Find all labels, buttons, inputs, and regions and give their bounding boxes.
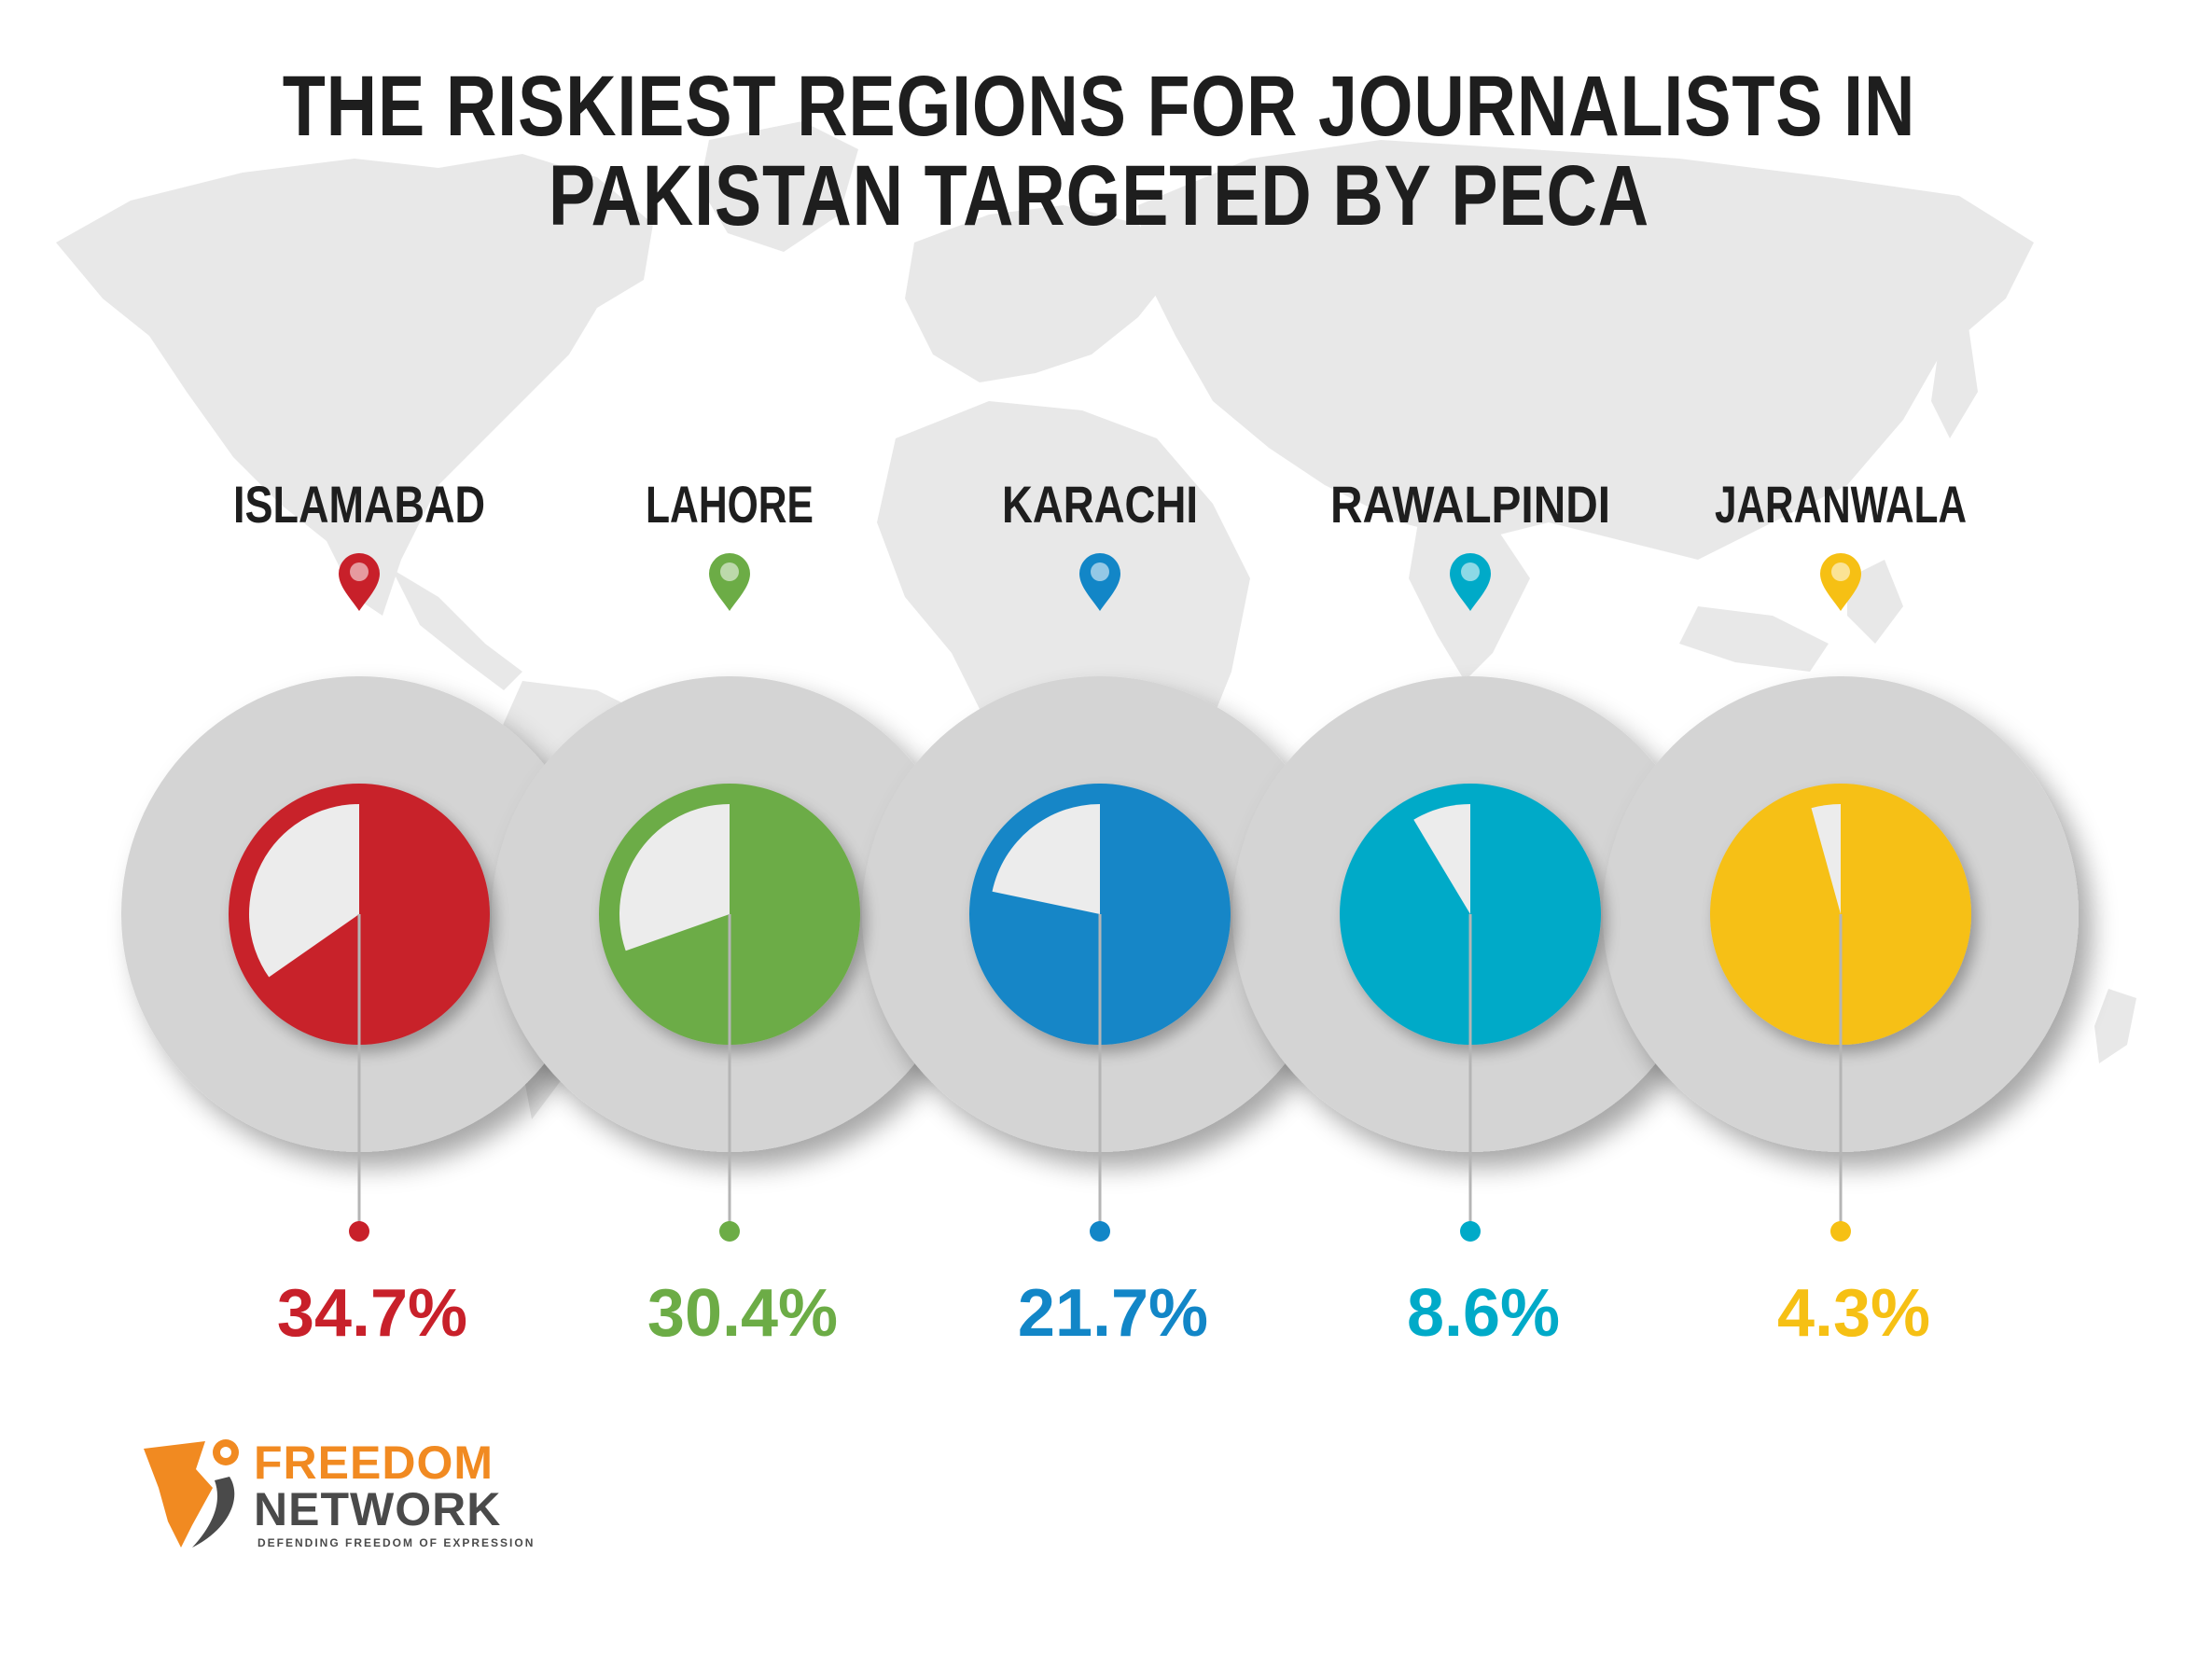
city-label-jaranwala: JARANWALA bbox=[1715, 475, 1967, 534]
map-pin-center bbox=[350, 562, 369, 581]
map-pin-body bbox=[339, 553, 380, 611]
leader-dot-karachi bbox=[1090, 1221, 1110, 1242]
chart-title: THE RISKIEST REGIONS FOR JOURNALISTS IN … bbox=[198, 62, 2000, 241]
map-pin-body bbox=[1079, 553, 1120, 611]
freedom-network-logo-mark-icon bbox=[144, 1439, 239, 1548]
chart-title-line-2: PAKISTAN TARGETED BY PECA bbox=[548, 148, 1650, 243]
percentage-label-islamabad: 34.7% bbox=[277, 1276, 467, 1351]
city-label-lahore: LAHORE bbox=[646, 475, 814, 534]
map-pin-center bbox=[1461, 562, 1480, 581]
map-pin-body bbox=[1820, 553, 1861, 611]
pie-slice-rawalpindi bbox=[1413, 803, 1470, 914]
logo-word-freedom: FREEDOM bbox=[254, 1437, 494, 1489]
map-pin-icon bbox=[1820, 553, 1861, 611]
logo-tagline: DEFENDING FREEDOM OF EXPRESSION bbox=[257, 1536, 536, 1549]
map-pin-icon bbox=[339, 553, 380, 611]
map-pin-icon bbox=[1079, 553, 1120, 611]
pie-slice-lahore bbox=[619, 804, 730, 951]
leader-dot-islamabad bbox=[349, 1221, 369, 1242]
leader-dot-jaranwala bbox=[1830, 1221, 1851, 1242]
chart-title-line-1: THE RISKIEST REGIONS FOR JOURNALISTS IN bbox=[282, 59, 1916, 154]
pie-slice-karachi bbox=[992, 804, 1100, 914]
percentage-label-karachi: 21.7% bbox=[1018, 1276, 1208, 1351]
leader-dot-lahore bbox=[719, 1221, 740, 1242]
map-pin-body bbox=[1450, 553, 1491, 611]
map-pin-body bbox=[709, 553, 750, 611]
leader-dot-rawalpindi bbox=[1460, 1221, 1481, 1242]
map-pin-icon bbox=[1450, 553, 1491, 611]
city-label-islamabad: ISLAMABAD bbox=[233, 475, 485, 534]
percentage-label-lahore: 30.4% bbox=[647, 1276, 838, 1351]
city-label-rawalpindi: RAWALPINDI bbox=[1330, 475, 1610, 534]
pie-slice-jaranwala bbox=[1811, 804, 1841, 914]
freedom-network-logo: FREEDOM NETWORK DEFENDING FREEDOM OF EXP… bbox=[140, 1432, 550, 1553]
percentage-label-jaranwala: 4.3% bbox=[1777, 1276, 1930, 1351]
map-pin-icon bbox=[709, 553, 750, 611]
logo-word-network: NETWORK bbox=[254, 1483, 502, 1535]
map-pin-center bbox=[720, 562, 739, 581]
percentage-label-rawalpindi: 8.6% bbox=[1407, 1276, 1560, 1351]
pie-slice-islamabad bbox=[248, 804, 359, 978]
map-pin-center bbox=[1091, 562, 1109, 581]
city-label-karachi: KARACHI bbox=[1002, 475, 1198, 534]
map-pin-center bbox=[1831, 562, 1850, 581]
